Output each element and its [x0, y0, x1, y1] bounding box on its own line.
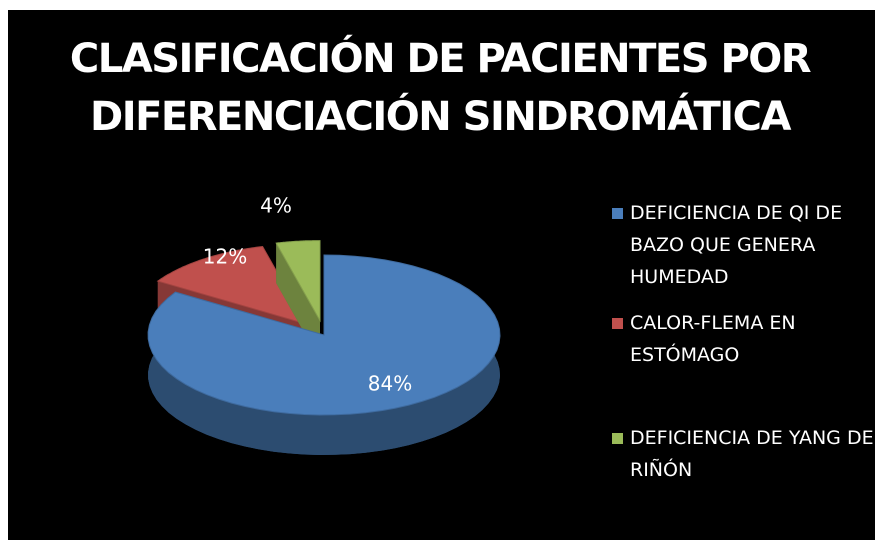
slice-top: [275, 240, 321, 323]
legend-label: CALOR-FLEMA EN ESTÓMAGO: [630, 312, 796, 366]
legend-label: DEFICIENCIA DE YANG DE RIÑÓN: [630, 427, 874, 481]
data-label: 4%: [260, 194, 292, 218]
legend-swatch: [612, 433, 623, 444]
chart-title: CLASIFICACIÓN DE PACIENTES POR DIFERENCI…: [69, 36, 812, 140]
data-label: 12%: [203, 245, 247, 269]
legend-label: DEFICIENCIA DE QI DE BAZO QUE GENERA HUM…: [630, 202, 843, 288]
slice-top: [147, 254, 501, 416]
legend-swatch: [612, 208, 623, 219]
pie-slice: [147, 254, 501, 455]
data-label: 84%: [368, 372, 412, 396]
slice-top: [156, 245, 308, 325]
legend-swatch: [612, 318, 623, 329]
